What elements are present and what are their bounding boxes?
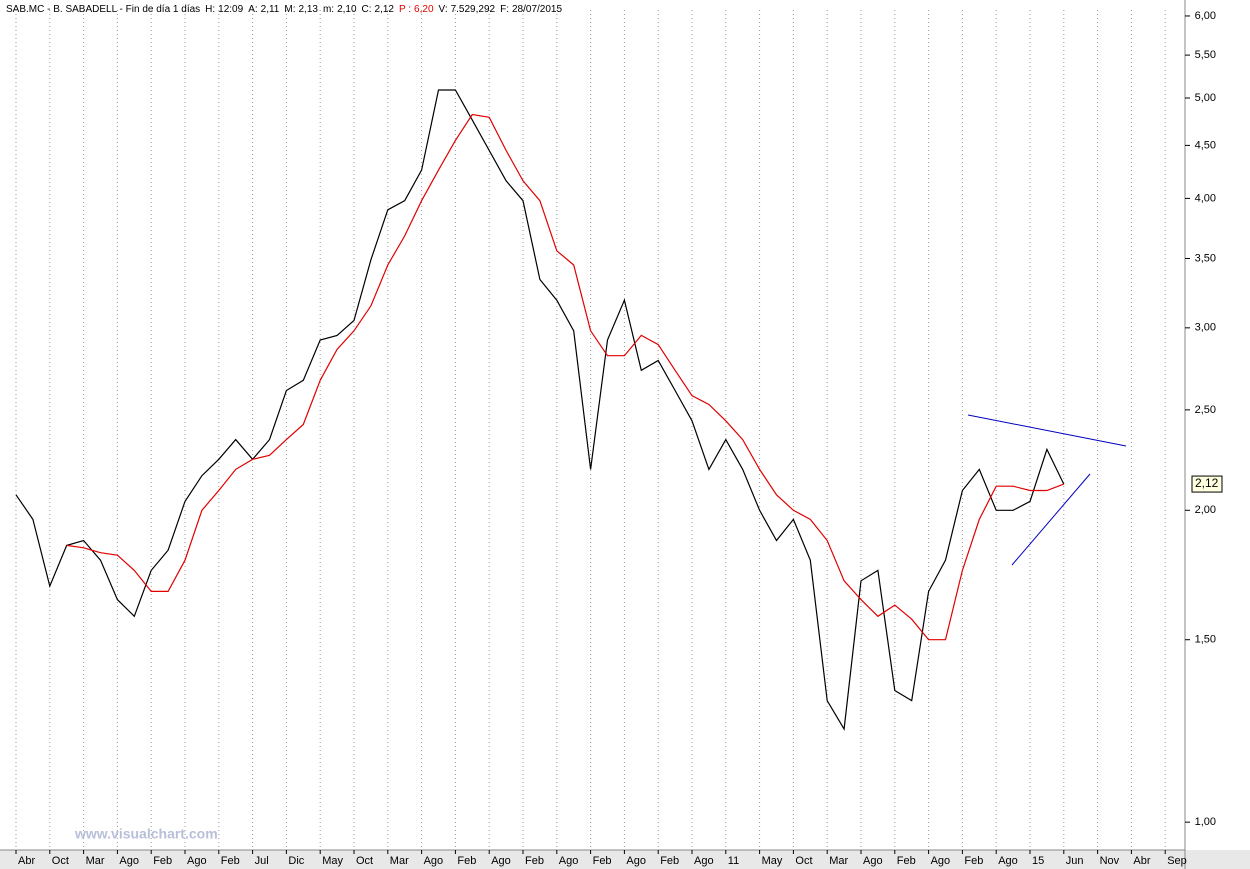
x-tick-label: May bbox=[322, 855, 343, 867]
x-tick-label: Oct bbox=[356, 855, 373, 867]
y-tick-label: 3,00 bbox=[1195, 322, 1216, 334]
series-line bbox=[66, 113, 1065, 641]
x-tick-label: Ago bbox=[863, 855, 883, 867]
header-field-value: 2,11 bbox=[261, 4, 280, 15]
trend-line-lower bbox=[1011, 473, 1091, 566]
y-tick-label: 1,50 bbox=[1195, 634, 1216, 646]
y-tick-label: 1,00 bbox=[1195, 816, 1216, 828]
x-tick-label: Jun bbox=[1066, 855, 1084, 867]
x-tick-label: Ago bbox=[694, 855, 714, 867]
x-tick-label: 15 bbox=[1032, 855, 1044, 867]
watermark: www.visualchart.com bbox=[74, 826, 218, 842]
y-tick-label: 2,00 bbox=[1195, 504, 1216, 516]
x-tick-label: Oct bbox=[795, 855, 812, 867]
x-tick-label: May bbox=[762, 855, 783, 867]
header-field-value: 2,12 bbox=[375, 4, 395, 15]
header-field-value: 2,13 bbox=[298, 4, 318, 15]
x-tick-label: Ago bbox=[559, 855, 579, 867]
y-tick-label: 6,00 bbox=[1195, 10, 1216, 22]
header-field-label: V: bbox=[439, 4, 448, 15]
x-tick-label: Feb bbox=[593, 855, 612, 867]
last-value-label: 2,12 bbox=[1195, 476, 1219, 490]
x-tick-label: Feb bbox=[153, 855, 172, 867]
grid bbox=[15, 10, 1166, 850]
chart-header: SAB.MC - B. SABADELL - Fin de día 1 días… bbox=[6, 4, 562, 15]
y-tick-label: 4,50 bbox=[1195, 139, 1216, 151]
x-tick-label: Mar bbox=[86, 855, 105, 867]
x-tick-label: Oct bbox=[52, 855, 69, 867]
x-axis-bar bbox=[0, 850, 1250, 869]
x-tick-label: Feb bbox=[525, 855, 544, 867]
x-tick-label: Feb bbox=[457, 855, 476, 867]
trend-line-upper bbox=[967, 414, 1127, 447]
x-tick-label: Mar bbox=[829, 855, 848, 867]
header-field-label: H: bbox=[205, 4, 215, 15]
header-field-value: 6,20 bbox=[414, 4, 434, 15]
x-tick-label: Ago bbox=[626, 855, 646, 867]
x-tick-label: Mar bbox=[390, 855, 409, 867]
x-tick-label: Abr bbox=[18, 855, 35, 867]
x-tick-label: Ago bbox=[424, 855, 444, 867]
header-field-label: C: bbox=[362, 4, 372, 15]
header-field-value: 12:09 bbox=[218, 4, 243, 15]
y-tick-label: 5,50 bbox=[1195, 49, 1216, 61]
x-tick-label: Feb bbox=[897, 855, 916, 867]
header-field-label: A: bbox=[248, 4, 257, 15]
x-tick-label: Feb bbox=[660, 855, 679, 867]
last-value-box bbox=[1191, 475, 1223, 493]
y-tick-label: 3,50 bbox=[1195, 252, 1216, 264]
x-tick-label: Nov bbox=[1100, 855, 1120, 867]
y-tick-label: 2,50 bbox=[1195, 404, 1216, 416]
x-tick-label: Feb bbox=[221, 855, 240, 867]
header-field-label: F: bbox=[500, 4, 509, 15]
header-field-label: M: bbox=[284, 4, 295, 15]
x-tick-label: Dic bbox=[288, 855, 304, 867]
x-tick-label: Feb bbox=[964, 855, 983, 867]
x-tick-label: 11 bbox=[728, 855, 739, 867]
x-tick-label: Ago bbox=[931, 855, 951, 867]
x-tick-label: Ago bbox=[491, 855, 511, 867]
header-field-value: 7.529,292 bbox=[451, 4, 496, 15]
header-field-label: P : bbox=[399, 4, 411, 15]
x-tick-label: Sep bbox=[1167, 855, 1187, 867]
series-line bbox=[15, 89, 1065, 731]
header-field-value: 28/07/2015 bbox=[512, 4, 562, 15]
x-tick-label: Ago bbox=[187, 855, 207, 867]
y-tick-label: 4,00 bbox=[1195, 192, 1216, 204]
header-field-value: 2,10 bbox=[337, 4, 357, 15]
x-tick-label: Ago bbox=[119, 855, 139, 867]
x-tick-label: Abr bbox=[1133, 855, 1150, 867]
header-field-label: m: bbox=[323, 4, 334, 15]
x-tick-label: Jul bbox=[255, 855, 269, 867]
x-tick-label: Ago bbox=[998, 855, 1018, 867]
header-symbol: SAB.MC - B. SABADELL - Fin de día 1 días bbox=[6, 4, 200, 15]
y-tick-label: 5,00 bbox=[1195, 92, 1216, 104]
